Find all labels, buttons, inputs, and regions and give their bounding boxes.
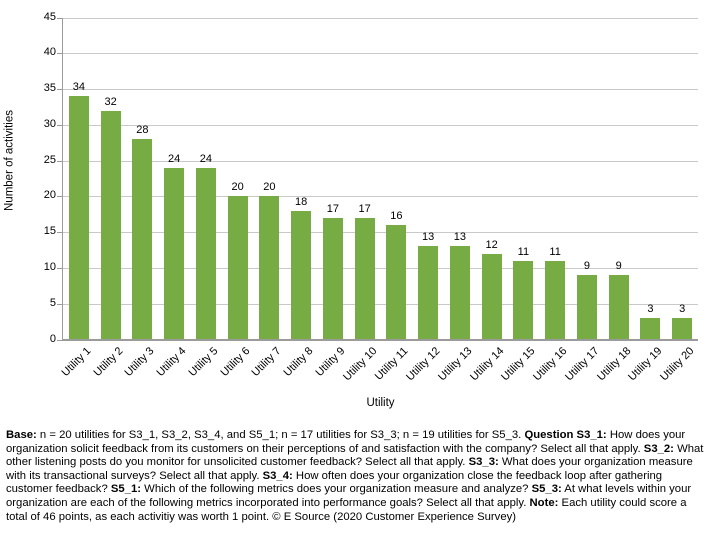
bar-value-label: 9 bbox=[615, 260, 622, 273]
footnote-segment: Each utility could score a total of 46 p… bbox=[6, 496, 687, 523]
y-tick-label: 5 bbox=[49, 296, 56, 309]
bar-value-label: 28 bbox=[136, 124, 149, 137]
footnote: Base: n = 20 utilities for S3_1, S3_2, S… bbox=[6, 429, 705, 524]
y-tick-label: 25 bbox=[43, 153, 56, 166]
bar bbox=[481, 253, 502, 340]
footnote-segment: Which of the following metrics does your… bbox=[141, 483, 532, 496]
bar bbox=[418, 246, 439, 340]
bar bbox=[672, 318, 693, 340]
bar-value-label: 17 bbox=[358, 202, 371, 215]
footnote-segment: S3_3: bbox=[468, 456, 499, 469]
bar bbox=[132, 139, 153, 340]
bar-value-label: 13 bbox=[453, 231, 466, 244]
bar bbox=[576, 275, 597, 340]
bar bbox=[259, 196, 280, 340]
y-tick-label: 10 bbox=[43, 260, 56, 273]
footnote-segment: Question S3_1: bbox=[524, 429, 607, 441]
footnote-segment: S3_2: bbox=[643, 442, 674, 455]
bar-value-label: 24 bbox=[168, 152, 181, 165]
footnote-segment: Note: bbox=[529, 496, 559, 509]
bar-value-label: 9 bbox=[583, 260, 590, 273]
bar-value-label: 20 bbox=[231, 181, 244, 194]
bar-value-label: 20 bbox=[263, 181, 276, 194]
bar-value-label: 11 bbox=[549, 245, 561, 258]
bar bbox=[545, 260, 566, 340]
bar-value-label: 3 bbox=[679, 303, 686, 316]
bar bbox=[227, 196, 248, 340]
footnote-segment: S5_3: bbox=[531, 483, 562, 496]
bar-value-label: 16 bbox=[390, 210, 403, 222]
footnote-segment: S5_1: bbox=[110, 483, 142, 496]
footnote-segment: n = 20 utilities for S3_1, S3_2, S3_4, a… bbox=[36, 429, 525, 441]
bar-value-label: 32 bbox=[104, 95, 117, 108]
y-tick-label: 35 bbox=[43, 82, 56, 95]
y-tick-label: 40 bbox=[43, 46, 56, 59]
bar-value-label: 24 bbox=[199, 152, 212, 165]
bar bbox=[640, 318, 661, 340]
y-axis-tick bbox=[57, 124, 62, 126]
y-tick-label: 30 bbox=[43, 117, 56, 130]
gridline bbox=[63, 17, 698, 19]
gridline bbox=[63, 303, 698, 305]
bar-value-label: 34 bbox=[72, 81, 85, 94]
plot-area: 0 5 10 15 20 25 30 35 40 45 34 Utility 1 32 Utility 2… bbox=[43, 10, 698, 383]
bar bbox=[100, 110, 121, 340]
bar bbox=[195, 167, 216, 340]
footnote-segment: How often does your organization close t… bbox=[6, 469, 663, 496]
footnote-segment: What other listening posts do you monito… bbox=[6, 442, 704, 469]
y-axis-tick bbox=[57, 232, 62, 234]
bar-value-label: 13 bbox=[422, 231, 435, 244]
gridline bbox=[63, 196, 698, 198]
y-axis-tick bbox=[57, 196, 62, 198]
bar bbox=[449, 246, 470, 340]
y-tick-label: 45 bbox=[43, 10, 56, 23]
bar bbox=[322, 217, 343, 340]
footnote-segment: What does your organization measure with… bbox=[6, 456, 693, 482]
bar bbox=[608, 275, 629, 340]
bar bbox=[164, 167, 185, 340]
y-axis-tick bbox=[57, 17, 62, 19]
bar-value-label: 17 bbox=[326, 202, 339, 215]
y-axis-tick bbox=[57, 267, 62, 269]
gridline bbox=[63, 232, 698, 234]
y-axis-tick bbox=[57, 160, 62, 162]
bar-value-label: 3 bbox=[647, 303, 654, 316]
y-axis-title: Number of activities bbox=[3, 110, 16, 211]
gridline bbox=[63, 267, 698, 269]
y-axis-tick bbox=[57, 303, 62, 305]
gridline bbox=[63, 124, 698, 126]
x-axis-line bbox=[62, 338, 698, 341]
bar-value-label: 11 bbox=[517, 245, 530, 258]
footnote-segment: S3_4: bbox=[262, 469, 293, 482]
x-tick-label: Utility 1 bbox=[59, 345, 94, 379]
footnote-segment: How does your organization solicit feedb… bbox=[6, 429, 686, 455]
bar bbox=[68, 96, 89, 340]
y-tick-label: 0 bbox=[49, 332, 56, 345]
x-axis-title: Utility bbox=[366, 397, 395, 409]
footnote-segment: Base: bbox=[6, 429, 37, 441]
bar-value-label: 18 bbox=[295, 195, 308, 208]
footnote-segment: At what levels within your organization … bbox=[6, 483, 692, 509]
y-axis-tick bbox=[57, 89, 62, 91]
y-axis-line bbox=[62, 17, 63, 341]
gridline bbox=[63, 53, 698, 55]
y-axis-tick bbox=[57, 339, 62, 341]
bar bbox=[354, 217, 375, 340]
gridline bbox=[63, 160, 698, 162]
bar-value-label: 12 bbox=[485, 238, 498, 251]
bar bbox=[291, 210, 312, 340]
bar bbox=[386, 225, 407, 340]
y-tick-label: 15 bbox=[43, 225, 56, 238]
gridline bbox=[63, 89, 698, 91]
bar bbox=[513, 260, 534, 340]
y-axis-tick bbox=[57, 53, 62, 55]
y-tick-label: 20 bbox=[43, 189, 56, 202]
